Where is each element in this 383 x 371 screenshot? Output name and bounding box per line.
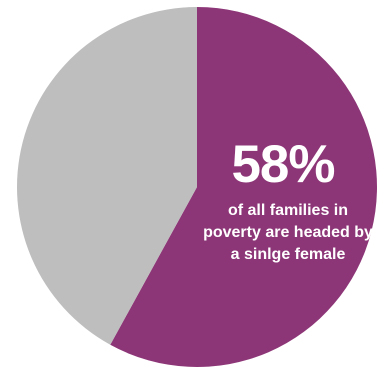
caption-line-2: poverty are headed by: [203, 224, 373, 241]
caption-line-1: of all families in: [227, 202, 349, 219]
caption: of all families in poverty are headed by…: [188, 200, 383, 266]
percentage-label: 58%: [231, 135, 335, 194]
pie-slice-2: [17, 7, 198, 345]
caption-line-3: a sinlge female: [230, 246, 346, 263]
pie-slice-1: [110, 7, 378, 368]
